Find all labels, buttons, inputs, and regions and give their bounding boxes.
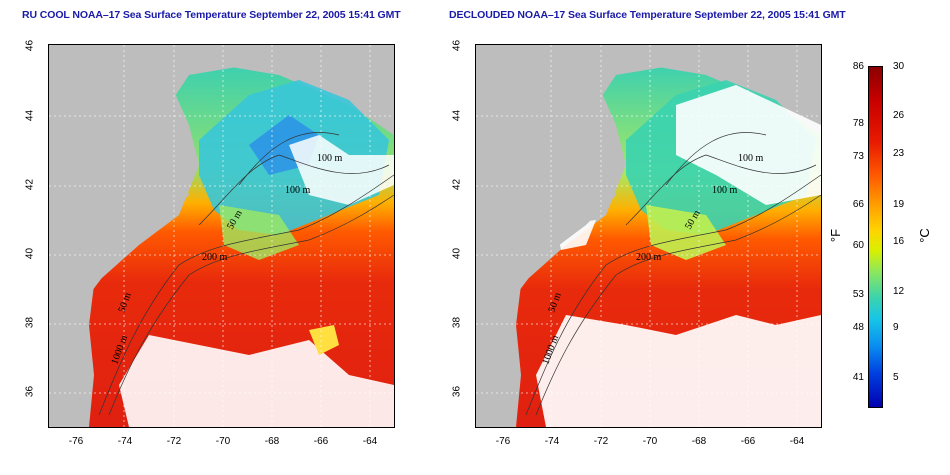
lon-tick: -66 <box>740 436 756 447</box>
fahrenheit-tick: 60 <box>852 240 864 251</box>
contour-label: 200 m <box>636 252 662 263</box>
lat-tick: 44 <box>24 109 36 122</box>
fahrenheit-tick: 53 <box>852 289 864 300</box>
fahrenheit-tick: 86 <box>852 61 864 72</box>
lon-tick: -72 <box>166 436 182 447</box>
temperature-colorbar <box>868 66 883 408</box>
lat-tick: 40 <box>24 247 36 260</box>
lon-tick: -68 <box>691 436 707 447</box>
lat-tick: 38 <box>24 316 36 329</box>
lat-tick: 46 <box>24 39 36 52</box>
fahrenheit-unit-label: °F <box>828 228 844 243</box>
celsius-tick: 19 <box>893 199 905 210</box>
fahrenheit-tick: 78 <box>852 118 864 129</box>
contour-label: 100 m <box>285 185 311 196</box>
left-sst-map: 100 m 100 m 50 m 200 m 50 m 1000 m <box>48 44 395 428</box>
contour-label: 100 m <box>738 153 764 164</box>
lon-tick: -64 <box>789 436 805 447</box>
lat-tick: 46 <box>451 39 463 52</box>
celsius-unit-label: °C <box>916 228 932 243</box>
lon-tick: -74 <box>544 436 560 447</box>
lat-tick: 40 <box>451 247 463 260</box>
lon-tick: -76 <box>68 436 84 447</box>
lon-tick: -72 <box>593 436 609 447</box>
lat-tick: 42 <box>24 178 36 191</box>
contour-label: 100 m <box>317 153 343 164</box>
celsius-tick: 23 <box>893 148 905 159</box>
lat-tick: 36 <box>451 385 463 398</box>
lat-tick: 42 <box>451 178 463 191</box>
cloud-patch <box>676 85 821 205</box>
celsius-tick: 16 <box>893 236 905 247</box>
land-area <box>476 45 821 427</box>
lon-tick: -64 <box>362 436 378 447</box>
lon-tick: -70 <box>642 436 658 447</box>
fahrenheit-tick: 66 <box>852 199 864 210</box>
lon-tick: -74 <box>117 436 133 447</box>
lon-tick: -66 <box>313 436 329 447</box>
celsius-tick: 9 <box>893 322 899 333</box>
celsius-tick: 26 <box>893 110 905 121</box>
celsius-tick: 30 <box>893 61 905 72</box>
fahrenheit-tick: 48 <box>852 322 864 333</box>
lon-tick: -70 <box>215 436 231 447</box>
lon-tick: -76 <box>495 436 511 447</box>
lat-tick: 44 <box>451 109 463 122</box>
celsius-tick: 12 <box>893 286 905 297</box>
lon-tick: -68 <box>264 436 280 447</box>
left-map-title: RU COOL NOAA–17 Sea Surface Temperature … <box>22 9 401 21</box>
fahrenheit-tick: 73 <box>852 151 864 162</box>
lat-tick: 36 <box>24 385 36 398</box>
fahrenheit-tick: 41 <box>852 372 864 383</box>
celsius-tick: 5 <box>893 372 899 383</box>
contour-label: 200 m <box>202 252 228 263</box>
right-map-title: DECLOUDED NOAA–17 Sea Surface Temperatur… <box>449 9 846 21</box>
right-sst-map: 100 m 100 m 50 m 200 m 50 m 1000 m <box>475 44 822 428</box>
contour-label: 100 m <box>712 185 738 196</box>
land-area <box>49 45 394 427</box>
cloud-patch <box>289 135 394 205</box>
lat-tick: 38 <box>451 316 463 329</box>
